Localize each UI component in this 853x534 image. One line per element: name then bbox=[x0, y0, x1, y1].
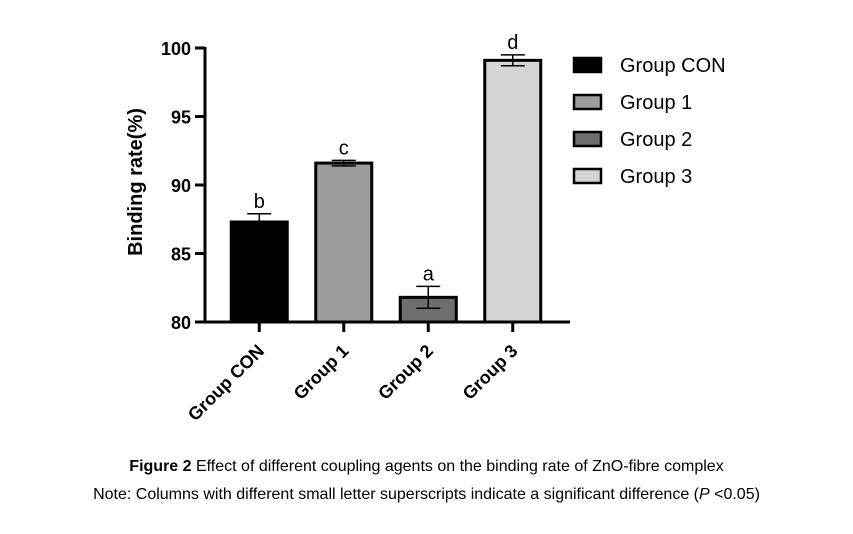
legend-swatch-2 bbox=[572, 93, 603, 111]
legend-label-4: Group 3 bbox=[620, 166, 692, 188]
legend-swatch-4 bbox=[572, 167, 603, 185]
legend-label-2: Group 1 bbox=[620, 92, 692, 114]
note-p-symbol: P bbox=[698, 486, 710, 503]
y-tick-label: 95 bbox=[171, 108, 191, 128]
legend-label-3: Group 2 bbox=[620, 129, 692, 151]
bar-2 bbox=[314, 161, 374, 324]
y-tick-label: 90 bbox=[171, 176, 191, 196]
significance-letter-1: b bbox=[254, 191, 265, 213]
y-tick-label: 85 bbox=[171, 245, 191, 265]
note-suffix: <0.05) bbox=[709, 486, 760, 503]
significance-letter-4: d bbox=[507, 32, 518, 54]
x-tick-label-2: Group 1 bbox=[290, 341, 353, 404]
figure-label: Figure 2 bbox=[129, 458, 192, 475]
legend-swatch-1 bbox=[572, 56, 603, 74]
figure-caption: Figure 2 Effect of different coupling ag… bbox=[0, 458, 853, 476]
plot-area: 80 85 90 95 100 b Group CON c Group 1 a Group 2 d Gr… bbox=[161, 32, 570, 425]
figure-note: Note: Columns with different small lette… bbox=[0, 486, 853, 504]
y-tick-label: 100 bbox=[161, 39, 191, 59]
legend: Group CON Group 1 Group 2 Group 3 bbox=[572, 55, 726, 188]
bar-chart: 80 85 90 95 100 b Group CON c Group 1 a Group 2 d Gr… bbox=[125, 32, 726, 425]
bar-1 bbox=[229, 220, 289, 324]
y-tick-label: 80 bbox=[171, 313, 191, 333]
x-tick-label-4: Group 3 bbox=[459, 341, 522, 404]
bar-4 bbox=[483, 58, 543, 324]
significance-letter-2: c bbox=[339, 137, 349, 159]
y-axis-label: Binding rate(%) bbox=[125, 108, 147, 256]
significance-letter-3: a bbox=[423, 263, 435, 285]
x-tick-label-1: Group CON bbox=[184, 341, 268, 425]
x-tick-label-3: Group 2 bbox=[374, 341, 437, 404]
note-prefix: Note: Columns with different small lette… bbox=[93, 486, 699, 503]
legend-swatch-3 bbox=[572, 130, 603, 148]
figure-title: Effect of different coupling agents on t… bbox=[191, 458, 724, 475]
legend-label-1: Group CON bbox=[620, 55, 726, 77]
